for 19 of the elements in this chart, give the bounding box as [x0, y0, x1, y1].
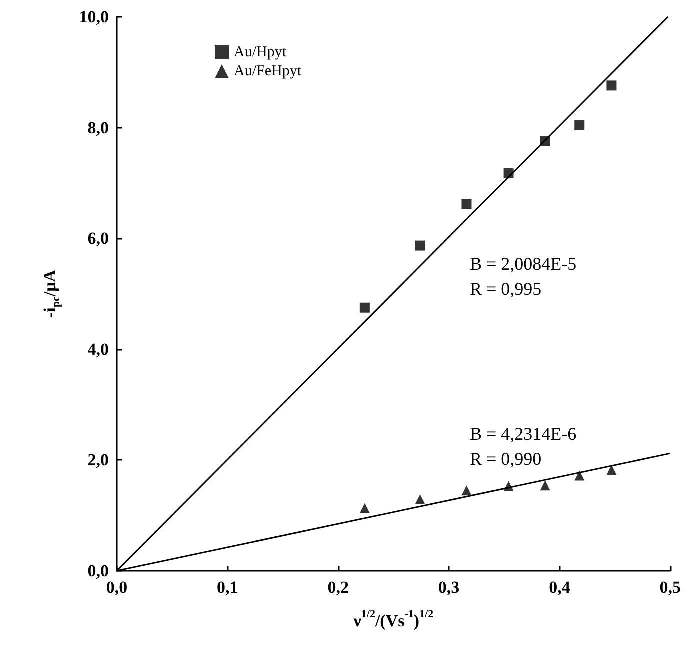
- x-tick-label: 0,0: [106, 578, 128, 597]
- annotation: B = 2,0084E-5: [470, 254, 577, 274]
- annotation: B = 4,2314E-6: [470, 424, 577, 444]
- legend-label: Au/Hpyt: [234, 44, 288, 60]
- y-tick-label: 0,0: [88, 562, 109, 580]
- y-tick-label: 8,0: [88, 118, 109, 138]
- y-axis-title: -ipc/μA: [40, 269, 62, 318]
- annotation: R = 0,990: [470, 449, 542, 469]
- x-tick-label: 0,1: [217, 578, 238, 597]
- y-tick-label: 4,0: [88, 340, 109, 359]
- y-tick-label: 6,0: [88, 229, 109, 248]
- x-tick-label: 0,4: [549, 578, 571, 597]
- x-tick-label: 0,3: [438, 578, 460, 597]
- x-tick-label: 0,5: [660, 578, 681, 597]
- annotation: R = 0,995: [470, 279, 542, 299]
- y-tick-label: 2,0: [88, 450, 109, 470]
- legend-label: Au/FeHpyt: [234, 64, 302, 80]
- x-tick-label: 0,2: [328, 578, 349, 597]
- y-tick-label: 10,0: [79, 8, 109, 26]
